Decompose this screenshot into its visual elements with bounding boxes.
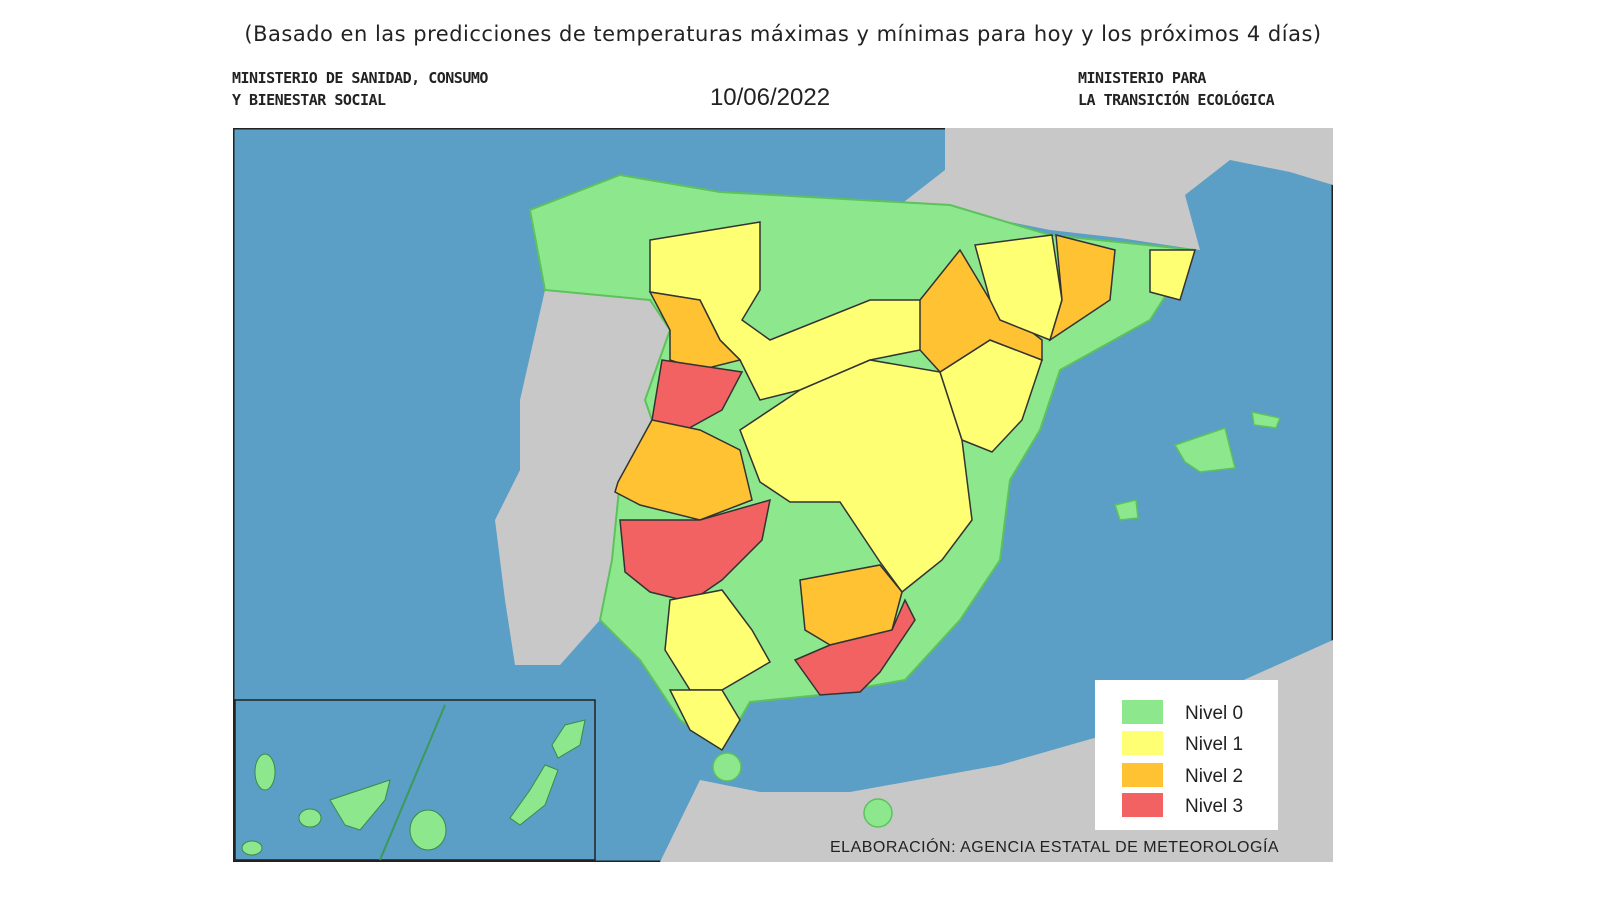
island-mallorca: [1173, 427, 1236, 473]
island-lanzarote: [551, 719, 586, 759]
region-nivel-1-cadiz: [668, 689, 741, 752]
island-tenerife: [329, 779, 391, 831]
ministry-health: MINISTERIO DE SANIDAD, CONSUMO Y BIENEST…: [232, 67, 488, 111]
island-la-gomera: [298, 808, 322, 828]
ceuta: [712, 752, 742, 782]
forecast-date: 10/06/2022: [709, 84, 831, 111]
island-el-hierro: [241, 840, 263, 856]
ministry-ecology: MINISTERIO PARA LA TRANSICIÓN ECOLÓGICA: [1078, 67, 1275, 111]
legend-swatch-nivel-1: [1122, 731, 1163, 755]
region-nivel-1-girona: [1149, 249, 1197, 301]
legend-label-nivel-3: Nivel 3: [1185, 796, 1243, 817]
france: [900, 128, 1333, 250]
melilla: [863, 798, 893, 828]
canary-islands-inset: [234, 699, 596, 861]
legend-swatch-nivel-0: [1122, 700, 1163, 724]
legend-swatch-nivel-3: [1122, 793, 1163, 817]
island-menorca: [1251, 411, 1282, 429]
region-nivel-3-granada: [793, 598, 916, 696]
legend-label-nivel-0: Nivel 0: [1185, 703, 1243, 724]
region-nivel-2-caceres: [614, 419, 753, 521]
attribution: ELABORACIÓN: AGENCIA ESTATAL DE METEOROL…: [830, 837, 1279, 856]
ministry-health-line-1: MINISTERIO DE SANIDAD, CONSUMO: [232, 69, 488, 87]
legend-swatch-nivel-2: [1122, 763, 1163, 787]
ministry-ecology-line-1: MINISTERIO PARA: [1078, 69, 1206, 87]
island-ibiza: [1114, 499, 1139, 521]
island-fuerteventura: [509, 764, 559, 826]
region-nivel-3-badajoz: [619, 498, 771, 603]
legend: Nivel 0 Nivel 1 Nivel 2 Nivel 3: [1095, 680, 1278, 830]
region-nivel-2-lleida: [1048, 234, 1116, 342]
region-nivel-2-zaragoza: [919, 248, 1043, 373]
legend-label-nivel-2: Nivel 2: [1185, 766, 1243, 787]
map-subtitle: (Basado en las predicciones de temperatu…: [244, 22, 1322, 46]
island-la-palma: [254, 753, 276, 791]
ministry-health-line-2: Y BIENESTAR SOCIAL: [232, 91, 386, 109]
region-nivel-3-salamanca: [651, 359, 744, 433]
region-nivel-1-centro: [739, 359, 973, 594]
ministry-ecology-line-2: LA TRANSICIÓN ECOLÓGICA: [1078, 91, 1275, 109]
region-nivel-2-zamora: [648, 291, 742, 371]
heat-risk-map: Nivel 0 Nivel 1 Nivel 2 Nivel 3 ELABORAC…: [233, 128, 1333, 862]
region-nivel-1-sevilla: [664, 589, 772, 691]
portugal: [495, 290, 670, 665]
island-gran-canaria: [409, 809, 447, 851]
legend-label-nivel-1: Nivel 1: [1185, 734, 1243, 755]
